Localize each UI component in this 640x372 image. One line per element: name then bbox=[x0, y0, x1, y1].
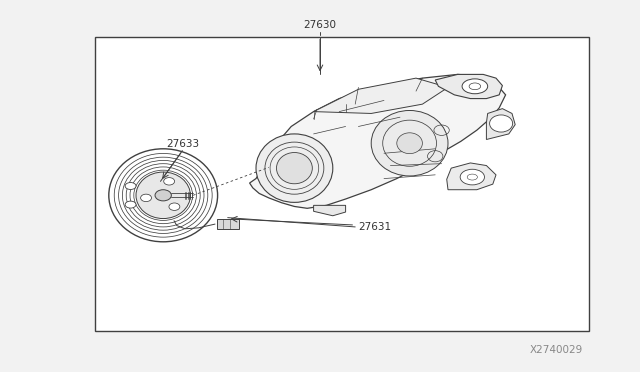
Polygon shape bbox=[486, 109, 515, 140]
Polygon shape bbox=[314, 78, 448, 113]
Ellipse shape bbox=[125, 201, 136, 208]
Ellipse shape bbox=[141, 194, 152, 202]
Ellipse shape bbox=[136, 172, 191, 219]
Ellipse shape bbox=[276, 153, 312, 184]
Ellipse shape bbox=[125, 183, 136, 189]
Ellipse shape bbox=[462, 79, 488, 94]
Bar bbox=[216, 219, 239, 229]
Polygon shape bbox=[250, 74, 506, 208]
Ellipse shape bbox=[256, 134, 333, 202]
Text: 27631: 27631 bbox=[358, 222, 392, 232]
Ellipse shape bbox=[169, 203, 180, 211]
Ellipse shape bbox=[164, 177, 175, 185]
Ellipse shape bbox=[371, 110, 448, 176]
Ellipse shape bbox=[109, 149, 218, 242]
Polygon shape bbox=[435, 74, 502, 99]
Ellipse shape bbox=[460, 169, 484, 185]
Text: 27630: 27630 bbox=[303, 20, 337, 30]
Ellipse shape bbox=[155, 190, 172, 201]
Text: 27633: 27633 bbox=[166, 139, 199, 149]
Text: X2740029: X2740029 bbox=[530, 345, 584, 355]
Bar bbox=[95, 37, 589, 331]
Ellipse shape bbox=[397, 133, 422, 154]
Polygon shape bbox=[447, 163, 496, 190]
Polygon shape bbox=[314, 205, 346, 216]
Ellipse shape bbox=[490, 115, 513, 132]
